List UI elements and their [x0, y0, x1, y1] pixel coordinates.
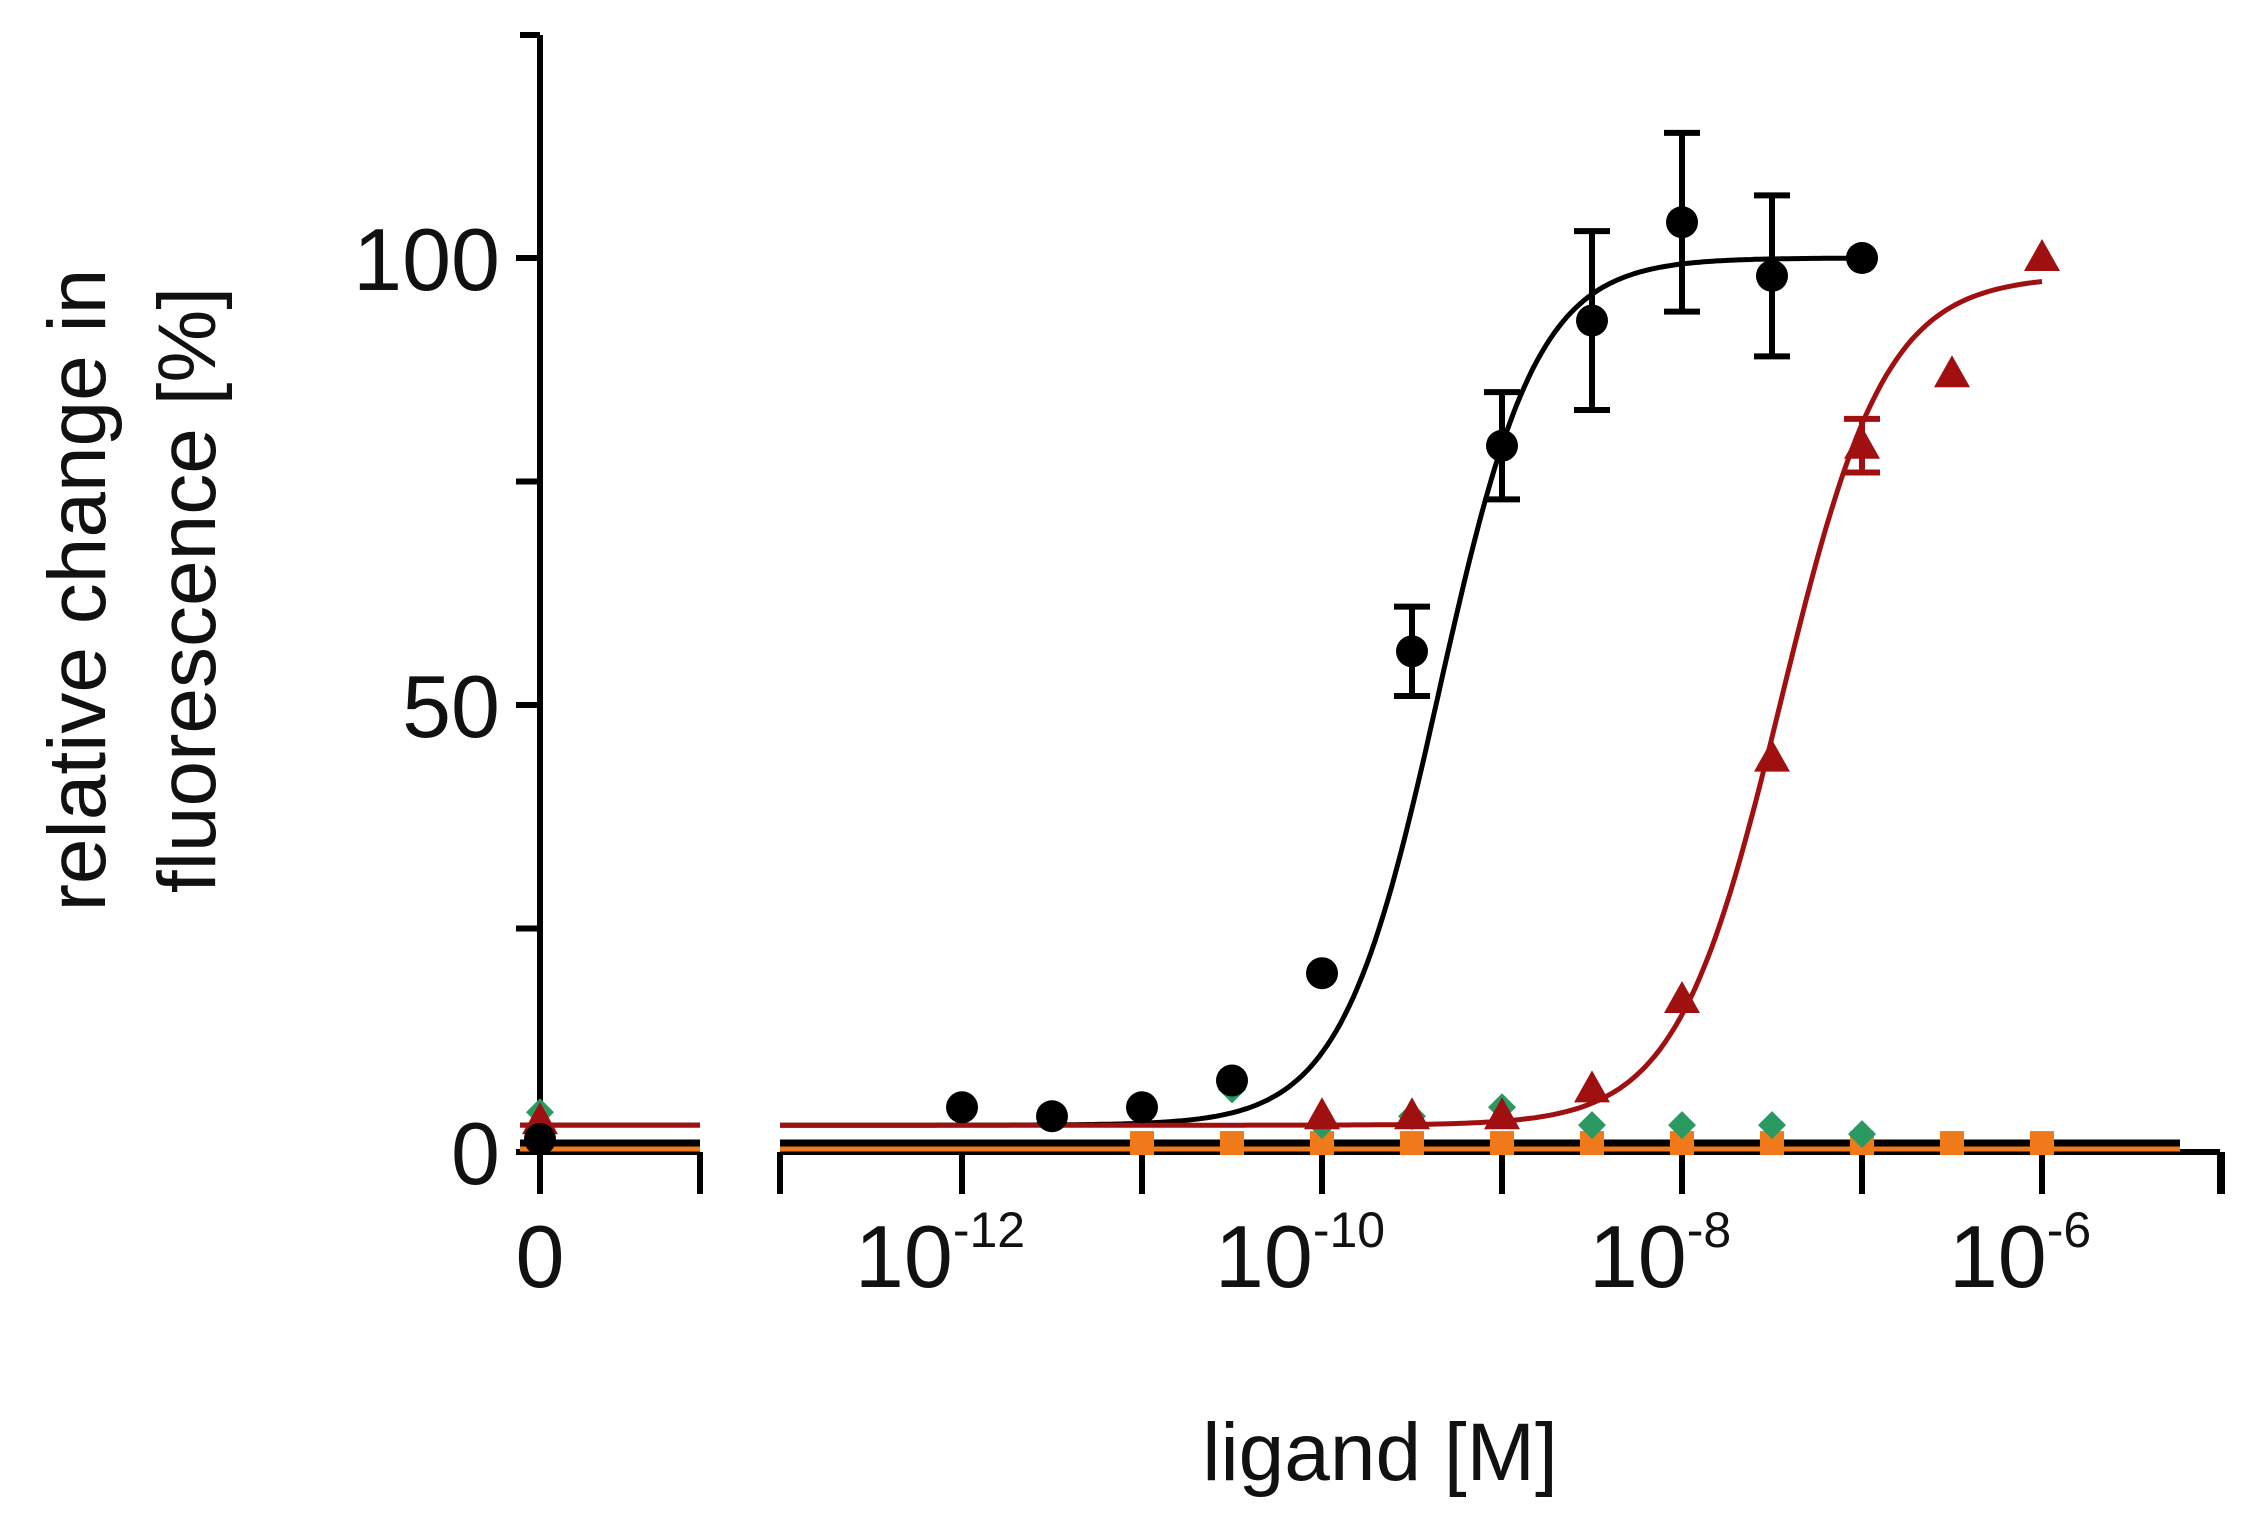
y-tick-label-50: 50: [402, 657, 500, 756]
y-axis-title: relative change in fluorescence [%]: [32, 269, 233, 912]
x-tick-label-zero: 0: [516, 1207, 565, 1306]
black-point--8: [1666, 206, 1698, 239]
axes: [516, 32, 2225, 1194]
black-point--9: [1486, 429, 1518, 462]
orange-point--11: [1130, 1131, 1154, 1156]
black-point--7: [1846, 242, 1878, 274]
green-point--7: [1848, 1120, 1876, 1149]
red-point--8: [1664, 981, 1700, 1014]
baselines: [520, 1139, 2180, 1152]
black-point--8.5: [1576, 304, 1608, 337]
orange-point--6.5: [1940, 1131, 1964, 1156]
red-point--8.5: [1574, 1070, 1610, 1103]
x-tick-label--12: 10-12: [855, 1202, 1025, 1306]
red-point--7: [1844, 426, 1880, 459]
black-point-zero: [524, 1123, 556, 1156]
y-axis-title-line-1: relative change in: [32, 269, 123, 912]
x-tick-label--6: 10-6: [1949, 1202, 2091, 1306]
green-point--8.5: [1578, 1111, 1606, 1140]
black-point--11: [1126, 1091, 1158, 1124]
error-bars: [1394, 129, 1880, 700]
black-point--7.5: [1756, 259, 1788, 292]
black-point--10: [1306, 957, 1338, 990]
black-point--12: [946, 1091, 978, 1124]
tick-labels: 0 50 100 0 10-12 10-10 10-8 10-6: [353, 210, 2091, 1306]
orange-point--10.5: [1220, 1131, 1244, 1156]
green-point--8: [1668, 1111, 1696, 1140]
x-axis-title: ligand [M]: [1202, 1407, 1558, 1498]
orange-point--9.5: [1400, 1131, 1424, 1156]
red-point--9: [1484, 1097, 1520, 1130]
x-tick-label--10: 10-10: [1215, 1202, 1385, 1306]
red-point--6: [2024, 239, 2060, 271]
orange-point--9: [1490, 1131, 1514, 1156]
green-point--7.5: [1758, 1111, 1786, 1140]
x-tick-label--8: 10-8: [1589, 1202, 1731, 1306]
red-fit-curve: [780, 279, 2043, 1128]
red-point--10: [1304, 1097, 1340, 1130]
black-point--9.5: [1396, 635, 1428, 668]
black-point--10.5: [1216, 1064, 1248, 1097]
fit-curves: [520, 255, 2043, 1128]
data-points: [522, 206, 2060, 1156]
y-tick-label-100: 100: [353, 210, 500, 309]
y-tick-label-0: 0: [451, 1104, 500, 1203]
red-point--9.5: [1394, 1097, 1430, 1130]
black-point--11.5: [1036, 1100, 1068, 1133]
red-point--6.5: [1934, 355, 1970, 388]
red-point--7.5: [1754, 739, 1790, 772]
black-fit-curve: [780, 255, 1862, 1128]
y-axis-title-line-2: fluorescence [%]: [142, 287, 233, 893]
orange-point--6: [2030, 1131, 2054, 1156]
